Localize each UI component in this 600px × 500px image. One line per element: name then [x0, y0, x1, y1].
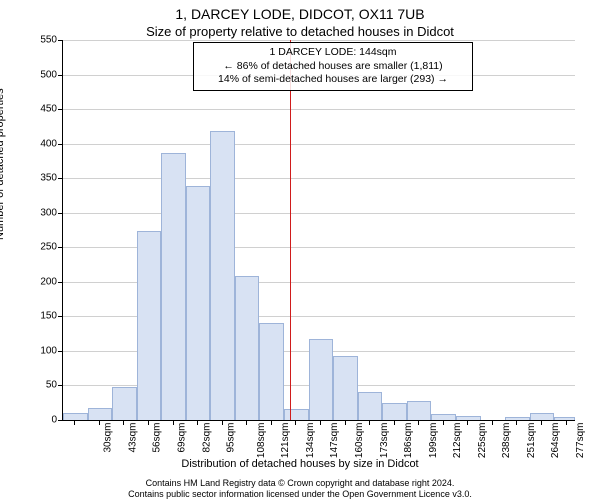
y-tick-label: 100 — [27, 345, 57, 356]
x-tick-label: 199sqm — [428, 423, 439, 459]
title-sub: Size of property relative to detached ho… — [0, 24, 600, 39]
x-tick-label: 69sqm — [177, 423, 188, 453]
x-tick-label: 238sqm — [501, 423, 512, 459]
histogram-plot: 05010015020025030035040045050055030sqm43… — [62, 40, 575, 421]
histogram-bar — [530, 413, 555, 420]
y-tick-label: 450 — [27, 104, 57, 115]
histogram-bar — [259, 323, 284, 420]
x-tick-mark — [467, 420, 468, 425]
y-tick-label: 550 — [27, 35, 57, 46]
x-tick-mark — [541, 420, 542, 425]
x-axis-label: Distribution of detached houses by size … — [0, 458, 600, 470]
x-tick-mark — [148, 420, 149, 425]
y-tick-label: 350 — [27, 173, 57, 184]
histogram-bar — [137, 231, 162, 420]
histogram-bar — [88, 408, 113, 420]
x-tick-mark — [566, 420, 567, 425]
histogram-bar — [358, 392, 383, 420]
x-tick-mark — [418, 420, 419, 425]
x-tick-mark — [369, 420, 370, 425]
gridline — [63, 109, 575, 110]
x-tick-label: 95sqm — [226, 423, 237, 453]
y-tick-label: 500 — [27, 69, 57, 80]
y-axis-label: Number of detached properties — [0, 88, 6, 240]
y-tick-mark — [58, 144, 63, 145]
histogram-bar — [186, 186, 211, 420]
license-text: Contains HM Land Registry data © Crown c… — [0, 478, 600, 500]
annotation-box: 1 DARCEY LODE: 144sqm← 86% of detached h… — [193, 42, 473, 91]
x-tick-label: 173sqm — [379, 423, 390, 459]
x-tick-mark — [320, 420, 321, 425]
x-tick-label: 160sqm — [354, 423, 365, 459]
x-tick-mark — [443, 420, 444, 425]
y-tick-mark — [58, 420, 63, 421]
y-tick-mark — [58, 282, 63, 283]
annotation-line: 14% of semi-detached houses are larger (… — [200, 73, 466, 87]
x-tick-mark — [99, 420, 100, 425]
histogram-bar — [333, 356, 358, 420]
x-tick-mark — [197, 420, 198, 425]
histogram-bar — [309, 339, 334, 420]
gridline — [63, 213, 575, 214]
x-tick-label: 30sqm — [103, 423, 114, 453]
y-tick-mark — [58, 40, 63, 41]
x-tick-label: 56sqm — [152, 423, 163, 453]
x-tick-mark — [246, 420, 247, 425]
y-tick-mark — [58, 178, 63, 179]
y-tick-label: 0 — [27, 415, 57, 426]
annotation-line: 1 DARCEY LODE: 144sqm — [200, 46, 466, 60]
x-tick-label: 43sqm — [127, 423, 138, 453]
x-tick-label: 147sqm — [329, 423, 340, 459]
license-line2: Contains public sector information licen… — [128, 489, 472, 499]
annotation-line: ← 86% of detached houses are smaller (1,… — [200, 60, 466, 74]
x-tick-label: 212sqm — [452, 423, 463, 459]
gridline — [63, 178, 575, 179]
x-tick-mark — [492, 420, 493, 425]
x-tick-mark — [123, 420, 124, 425]
y-tick-mark — [58, 351, 63, 352]
gridline — [63, 144, 575, 145]
x-tick-label: 264sqm — [551, 423, 562, 459]
x-tick-mark — [74, 420, 75, 425]
title-main: 1, DARCEY LODE, DIDCOT, OX11 7UB — [0, 6, 600, 22]
reference-line — [290, 40, 291, 420]
x-tick-mark — [394, 420, 395, 425]
x-tick-mark — [222, 420, 223, 425]
histogram-bar — [407, 401, 432, 420]
gridline — [63, 40, 575, 41]
y-tick-label: 50 — [27, 380, 57, 391]
x-tick-mark — [173, 420, 174, 425]
x-tick-label: 121sqm — [280, 423, 291, 459]
histogram-bar — [284, 409, 309, 420]
histogram-bar — [161, 153, 186, 420]
x-tick-label: 225sqm — [477, 423, 488, 459]
histogram-bar — [112, 387, 137, 420]
license-line1: Contains HM Land Registry data © Crown c… — [146, 478, 455, 488]
y-tick-label: 150 — [27, 311, 57, 322]
x-tick-mark — [271, 420, 272, 425]
y-tick-mark — [58, 75, 63, 76]
y-tick-mark — [58, 316, 63, 317]
x-tick-label: 108sqm — [256, 423, 267, 459]
x-tick-label: 82sqm — [201, 423, 212, 453]
histogram-bar — [382, 403, 407, 420]
histogram-bar — [235, 276, 260, 420]
x-tick-mark — [345, 420, 346, 425]
histogram-bar — [210, 131, 235, 420]
y-tick-label: 400 — [27, 138, 57, 149]
x-tick-mark — [295, 420, 296, 425]
x-tick-label: 277sqm — [575, 423, 586, 459]
y-tick-mark — [58, 109, 63, 110]
y-tick-label: 200 — [27, 276, 57, 287]
y-tick-mark — [58, 385, 63, 386]
x-tick-mark — [516, 420, 517, 425]
y-tick-mark — [58, 247, 63, 248]
y-tick-label: 250 — [27, 242, 57, 253]
y-tick-mark — [58, 213, 63, 214]
x-tick-label: 134sqm — [305, 423, 316, 459]
histogram-bar — [63, 413, 88, 420]
x-tick-label: 186sqm — [403, 423, 414, 459]
y-tick-label: 300 — [27, 207, 57, 218]
x-tick-label: 251sqm — [526, 423, 537, 459]
